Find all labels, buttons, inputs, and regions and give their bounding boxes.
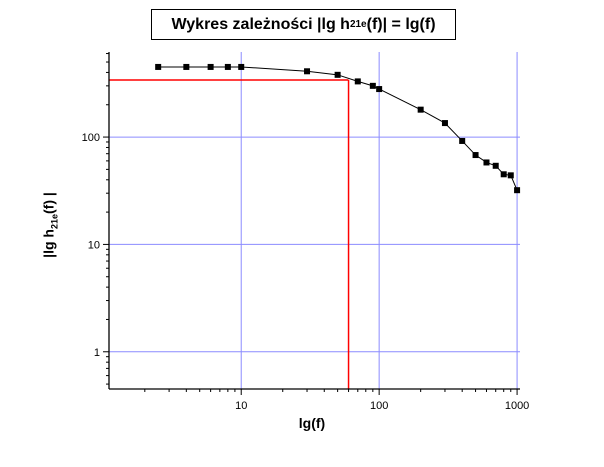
series-markers	[155, 63, 521, 194]
y-axis-label: |lg h21e(f) |	[41, 192, 60, 258]
data-point-8	[369, 82, 376, 89]
data-point-9	[376, 86, 383, 93]
data-point-15	[492, 162, 499, 169]
y-axis-label-subscript: 21e	[49, 213, 60, 230]
chart-title: Wykres zależności |lg h 21e (f)| = lg(f)	[151, 9, 456, 40]
data-point-16	[500, 171, 507, 178]
data-point-13	[472, 152, 479, 159]
data-point-0	[155, 63, 162, 70]
data-point-10	[417, 106, 424, 113]
data-point-17	[507, 172, 514, 179]
x-tick-label-100: 100	[370, 400, 388, 412]
y-axis-label-prefix: |lg h	[40, 229, 57, 258]
data-point-7	[354, 78, 361, 85]
series-line-layer	[158, 66, 518, 191]
y-tick-label-100: 100	[82, 132, 100, 144]
data-point-6	[334, 71, 341, 78]
data-point-14	[483, 159, 490, 166]
chart-title-subscript: 21e	[349, 19, 367, 30]
reference-lines	[109, 79, 350, 389]
axes: 10 100 1000 1 10 100	[82, 52, 529, 412]
data-point-5	[304, 68, 311, 75]
series-line-0	[158, 66, 518, 191]
y-tick-label-1: 1	[94, 347, 100, 359]
data-point-11	[441, 120, 448, 127]
data-point-3	[224, 63, 231, 70]
y-tick-label-10: 10	[88, 239, 100, 251]
y-axis-label-suffix: (f) |	[40, 192, 57, 214]
chart-title-suffix: (f)| = lg(f)	[366, 15, 436, 33]
chart-title-prefix: Wykres zależności |lg h	[171, 15, 350, 33]
data-point-2	[207, 63, 214, 70]
data-point-12	[459, 137, 466, 144]
data-point-18	[514, 187, 521, 194]
x-tick-label-1000: 1000	[505, 400, 529, 412]
data-point-1	[183, 63, 190, 70]
grid-layer	[109, 52, 520, 389]
x-axis-label: lg(f)	[298, 415, 326, 431]
x-tick-label-10: 10	[235, 400, 247, 412]
data-point-4	[238, 63, 245, 70]
